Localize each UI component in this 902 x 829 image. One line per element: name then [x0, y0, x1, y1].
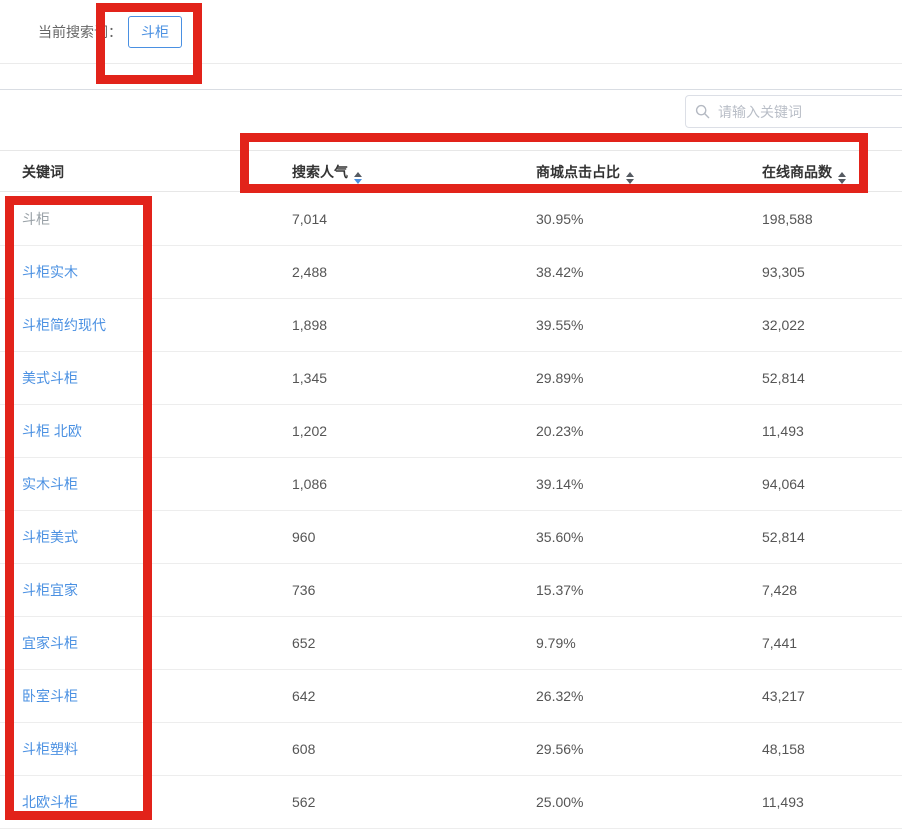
column-header-label: 关键词 — [22, 164, 64, 180]
online-products-value: 94,064 — [762, 476, 805, 492]
keyword-link[interactable]: 斗柜塑料 — [22, 741, 78, 757]
column-header-search-popularity[interactable]: 搜索人气 — [292, 151, 362, 193]
mall-click-ratio-value: 39.14% — [536, 476, 584, 492]
search-icon — [695, 104, 710, 119]
search-popularity-value: 1,202 — [292, 423, 328, 439]
search-popularity-value: 736 — [292, 582, 316, 598]
table-row: 斗柜 北欧 1,202 20.23% 11,493 — [0, 405, 902, 458]
keyword-link[interactable]: 斗柜 北欧 — [22, 423, 82, 439]
search-popularity-value: 960 — [292, 529, 316, 545]
keyword-link[interactable]: 美式斗柜 — [22, 370, 78, 386]
sort-icon[interactable] — [626, 172, 634, 184]
online-products-value: 11,493 — [762, 423, 804, 439]
table-header: 关键词 搜索人气 商城点击占比 在线商品数 — [0, 150, 902, 192]
column-header-label: 商城点击占比 — [536, 164, 620, 180]
column-header-label: 搜索人气 — [292, 164, 348, 180]
keyword-link[interactable]: 卧室斗柜 — [22, 688, 78, 704]
current-search-bar: 当前搜索词： 斗柜 — [0, 0, 902, 64]
search-popularity-value: 7,014 — [292, 211, 328, 227]
search-popularity-value: 1,898 — [292, 317, 328, 333]
section-divider — [0, 64, 902, 90]
keyword-link[interactable]: 斗柜简约现代 — [22, 317, 106, 333]
keyword-link[interactable]: 北欧斗柜 — [22, 794, 78, 810]
mall-click-ratio-value: 30.95% — [536, 211, 584, 227]
column-header-keyword: 关键词 — [22, 151, 64, 193]
mall-click-ratio-value: 29.56% — [536, 741, 584, 757]
table-row: 斗柜简约现代 1,898 39.55% 32,022 — [0, 299, 902, 352]
table-row: 北欧斗柜 562 25.00% 11,493 — [0, 776, 902, 829]
keyword-text: 斗柜 — [22, 211, 50, 227]
online-products-value: 43,217 — [762, 688, 805, 704]
online-products-value: 11,493 — [762, 794, 804, 810]
mall-click-ratio-value: 38.42% — [536, 264, 584, 280]
search-popularity-value: 1,086 — [292, 476, 328, 492]
table-rows: 斗柜 7,014 30.95% 198,588 斗柜实木 2,488 38.42% 93,30… — [0, 193, 902, 829]
keyword-link[interactable]: 斗柜美式 — [22, 529, 78, 545]
keyword-search — [685, 95, 902, 128]
table-row: 卧室斗柜 642 26.32% 43,217 — [0, 670, 902, 723]
online-products-value: 48,158 — [762, 741, 805, 757]
column-header-label: 在线商品数 — [762, 164, 832, 180]
keyword-link[interactable]: 斗柜实木 — [22, 264, 78, 280]
mall-click-ratio-value: 35.60% — [536, 529, 584, 545]
online-products-value: 7,428 — [762, 582, 798, 598]
online-products-value: 32,022 — [762, 317, 805, 333]
online-products-value: 52,814 — [762, 529, 805, 545]
online-products-value: 93,305 — [762, 264, 805, 280]
current-search-label: 当前搜索词： — [38, 23, 122, 40]
table-row: 斗柜实木 2,488 38.42% 93,305 — [0, 246, 902, 299]
mall-click-ratio-value: 39.55% — [536, 317, 584, 333]
table-row: 斗柜 7,014 30.95% 198,588 — [0, 193, 902, 246]
table-row: 实木斗柜 1,086 39.14% 94,064 — [0, 458, 902, 511]
search-popularity-value: 608 — [292, 741, 316, 757]
column-header-online-products[interactable]: 在线商品数 — [762, 151, 846, 193]
search-popularity-value: 1,345 — [292, 370, 328, 386]
mall-click-ratio-value: 20.23% — [536, 423, 584, 439]
keyword-link[interactable]: 实木斗柜 — [22, 476, 78, 492]
table-row: 美式斗柜 1,345 29.89% 52,814 — [0, 352, 902, 405]
sort-icon[interactable] — [354, 172, 362, 184]
mall-click-ratio-value: 9.79% — [536, 635, 576, 651]
mall-click-ratio-value: 15.37% — [536, 582, 584, 598]
table-row: 斗柜宜家 736 15.37% 7,428 — [0, 564, 902, 617]
search-popularity-value: 2,488 — [292, 264, 328, 280]
search-popularity-value: 642 — [292, 688, 316, 704]
column-header-mall-click-ratio[interactable]: 商城点击占比 — [536, 151, 634, 193]
search-popularity-value: 652 — [292, 635, 316, 651]
mall-click-ratio-value: 25.00% — [536, 794, 584, 810]
search-popularity-value: 562 — [292, 794, 316, 810]
keyword-link[interactable]: 斗柜宜家 — [22, 582, 78, 598]
search-input[interactable] — [685, 95, 902, 128]
table-row: 斗柜美式 960 35.60% 52,814 — [0, 511, 902, 564]
sort-icon[interactable] — [838, 172, 846, 184]
keyword-link[interactable]: 宜家斗柜 — [22, 635, 78, 651]
current-search-tag[interactable]: 斗柜 — [128, 15, 182, 48]
online-products-value: 198,588 — [762, 211, 813, 227]
online-products-value: 7,441 — [762, 635, 798, 651]
table-row: 斗柜塑料 608 29.56% 48,158 — [0, 723, 902, 776]
mall-click-ratio-value: 26.32% — [536, 688, 584, 704]
online-products-value: 52,814 — [762, 370, 805, 386]
mall-click-ratio-value: 29.89% — [536, 370, 584, 386]
table-row: 宜家斗柜 652 9.79% 7,441 — [0, 617, 902, 670]
